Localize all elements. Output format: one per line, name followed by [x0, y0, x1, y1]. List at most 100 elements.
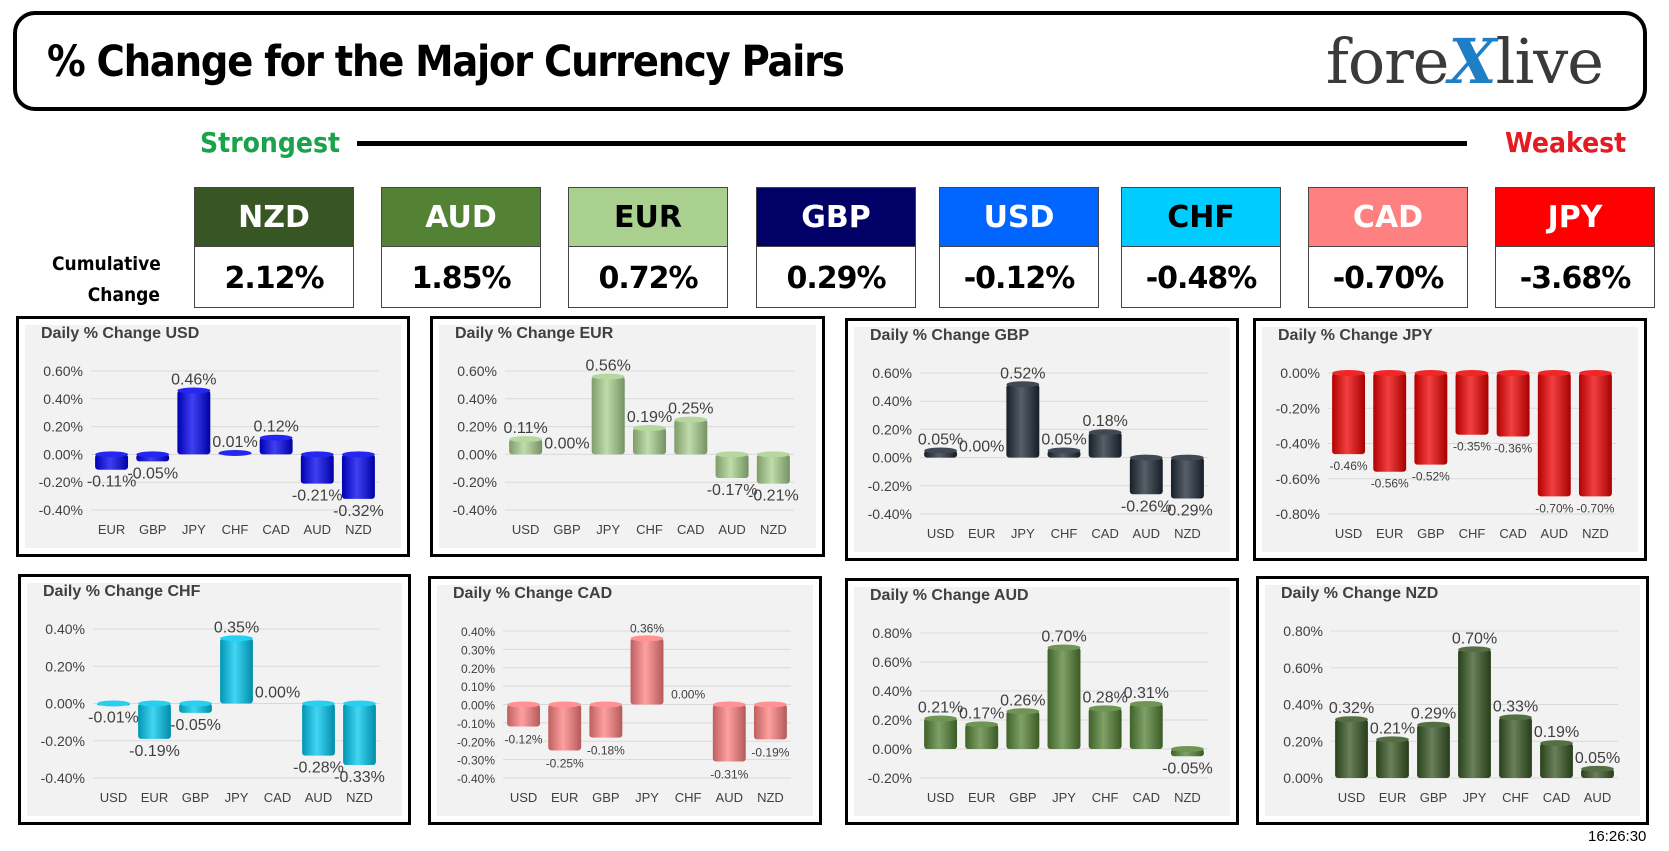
data-label: 0.21%	[918, 700, 963, 717]
y-tick-label: -0.20%	[868, 478, 912, 494]
x-tick-label: CHF	[1092, 790, 1119, 805]
bar-gbp	[589, 704, 623, 738]
x-tick-label: NZD	[1582, 526, 1609, 541]
currency-name: JPY	[1496, 188, 1654, 247]
data-label: -0.11%	[87, 474, 137, 491]
chart-title: Daily % Change JPY	[1278, 327, 1433, 344]
chart-cad: 0.40% 0.30% 0.20% 0.10% 0.00% -0.10% -0.20% -0.…	[457, 621, 791, 805]
bar-cap	[1088, 705, 1122, 712]
data-label: 0.46%	[171, 371, 216, 388]
data-label: 0.31%	[1124, 685, 1169, 702]
bar-cap	[1047, 644, 1081, 651]
bar-cap	[509, 436, 543, 443]
bar-cad	[674, 419, 708, 455]
x-tick-label: CAD	[264, 790, 291, 805]
data-label: -0.21%	[292, 488, 343, 505]
bar-nzd	[1170, 457, 1204, 499]
data-label: -0.36%	[1494, 441, 1532, 455]
y-tick-label: -0.80%	[1276, 506, 1320, 522]
currency-tile-aud: AUD 1.85%	[381, 187, 541, 308]
chart-aud: 0.80% 0.60% 0.40% 0.20% 0.00% -0.20% 0.21% USD 0…	[868, 625, 1213, 805]
strongest-label: Strongest	[200, 126, 341, 159]
bar-cap	[924, 447, 958, 454]
data-label: -0.56%	[1371, 477, 1409, 491]
y-tick-label: -0.60%	[1276, 471, 1320, 487]
chart-title: Daily % Change EUR	[455, 325, 614, 342]
x-tick-label: NZD	[345, 522, 372, 537]
bar-aud	[712, 704, 746, 762]
bar-chf	[632, 427, 667, 455]
y-tick-label: 0.60%	[872, 654, 912, 670]
y-tick-label: 0.00%	[1283, 770, 1323, 786]
bar-cap	[97, 700, 130, 707]
chart-eur: 0.60% 0.40% 0.20% 0.00% -0.20% -0.40% 0.11% USD…	[453, 358, 799, 537]
bar-cad	[1129, 704, 1163, 749]
bar-cap	[95, 451, 129, 458]
data-label: 0.00%	[255, 685, 300, 702]
bar-cap	[591, 373, 625, 380]
y-tick-label: -0.10%	[457, 717, 495, 731]
bar-cad	[1496, 373, 1530, 437]
bar-cap	[218, 450, 252, 457]
bar-cap	[630, 635, 664, 642]
cumulative-value: 0.29%	[786, 260, 886, 296]
bar-nzd	[753, 704, 787, 740]
currency-tile-cad: CAD -0.70%	[1308, 187, 1468, 308]
bar-aud	[300, 454, 334, 484]
data-label: -0.70%	[1576, 501, 1614, 515]
data-label: 0.25%	[668, 401, 713, 418]
bar-cap	[1417, 721, 1450, 728]
x-tick-label: EUR	[968, 526, 995, 541]
x-tick-label: CHF	[1051, 526, 1078, 541]
bar-usd	[507, 704, 541, 727]
bar-eur	[1373, 373, 1407, 472]
bar-cap	[1170, 454, 1204, 461]
bar-cap	[1458, 646, 1491, 653]
bar-cap	[302, 700, 335, 707]
data-label: 0.52%	[1000, 365, 1045, 382]
currency-name: AUD	[382, 188, 540, 247]
bar-cap	[1499, 714, 1532, 721]
x-tick-label: GBP	[182, 790, 209, 805]
cumulative-value: -0.48%	[1145, 260, 1258, 296]
x-tick-label: USD	[927, 790, 954, 805]
currency-name: USD	[940, 188, 1098, 247]
bar-gbp	[1006, 711, 1040, 749]
x-tick-label: NZD	[757, 790, 784, 805]
x-tick-label: USD	[510, 790, 537, 805]
bar-cap	[138, 700, 171, 707]
bar-cap	[1047, 447, 1081, 454]
data-label: -0.32%	[333, 503, 384, 520]
chart-panel-eur: 0.60% 0.40% 0.20% 0.00% -0.20% -0.40% 0.11% USD…	[430, 316, 825, 557]
forexlive-logo: foreXlive	[1325, 25, 1604, 98]
chart-panel-gbp: 0.60% 0.40% 0.20% 0.00% -0.20% -0.40% 0.05% USD…	[845, 318, 1239, 561]
bar-cap	[1006, 708, 1040, 715]
bar-aud	[1129, 457, 1163, 495]
bar-cap	[507, 701, 541, 708]
bar-nzd	[341, 454, 375, 499]
bar-jpy	[591, 376, 625, 455]
y-tick-label: 0.80%	[1283, 623, 1323, 639]
bar-chf	[1499, 717, 1532, 778]
chart-panel-aud: 0.80% 0.60% 0.40% 0.20% 0.00% -0.20% 0.21% USD 0…	[845, 578, 1239, 825]
y-tick-label: 0.20%	[1283, 733, 1323, 749]
data-label: 0.00%	[544, 435, 589, 452]
data-label: -0.17%	[707, 482, 758, 499]
y-tick-label: -0.30%	[457, 754, 495, 768]
x-tick-label: NZD	[760, 522, 787, 537]
bar-cad	[259, 437, 293, 455]
x-tick-label: GBP	[553, 522, 580, 537]
x-tick-label: USD	[100, 790, 127, 805]
bar-eur	[1376, 739, 1409, 778]
chart-title: Daily % Change USD	[41, 325, 200, 342]
bar-eur	[95, 454, 129, 470]
bar-gbp	[1414, 373, 1448, 465]
x-tick-label: GBP	[1420, 790, 1447, 805]
currency-tile-chf: CHF -0.48%	[1121, 187, 1281, 308]
bar-cap	[1376, 736, 1409, 743]
x-tick-label: EUR	[98, 522, 125, 537]
bar-aud	[715, 454, 749, 479]
bar-jpy	[1006, 384, 1040, 458]
y-tick-label: -0.20%	[41, 733, 85, 749]
data-label: 0.32%	[1329, 700, 1374, 717]
